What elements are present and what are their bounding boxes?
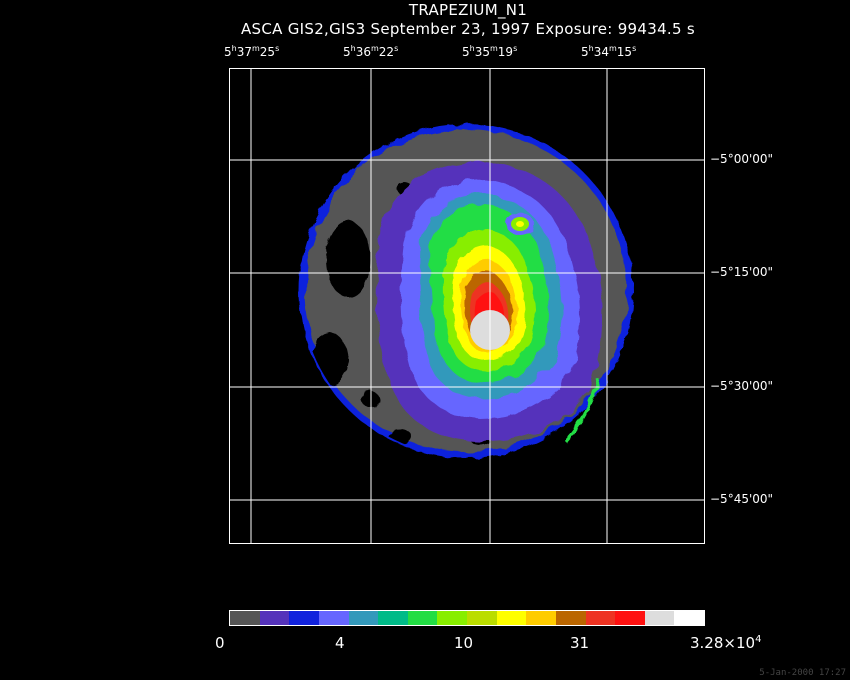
colorbar-segment — [437, 611, 467, 625]
coordinate-grid — [230, 69, 704, 543]
colorbar-segment — [259, 611, 290, 625]
dec-tick-label: −5°30'00" — [710, 379, 774, 393]
colorbar-segment — [585, 611, 616, 625]
colorbar-segment — [496, 611, 527, 625]
colorbar-segment — [526, 611, 556, 625]
colorbar-segment — [318, 611, 349, 625]
colorbar-tick-label: 0 — [215, 634, 225, 652]
colorbar-segment — [289, 611, 319, 625]
colorbar-segment — [378, 611, 408, 625]
colorbar-segment — [467, 611, 497, 625]
colorbar-segment — [644, 611, 675, 625]
ra-tick-label: 5h36m22s — [343, 44, 399, 59]
colorbar-segment — [674, 611, 704, 625]
colorbar-segment — [230, 611, 260, 625]
xray-image — [229, 68, 705, 544]
colorbar-tick-label: 10 — [454, 634, 474, 652]
render-timestamp: 5-Jan-2000 17:27 — [759, 668, 846, 678]
ra-tick-label: 5h37m25s — [224, 44, 280, 59]
colorbar-segment — [407, 611, 438, 625]
dec-tick-label: −5°15'00" — [710, 265, 774, 279]
colorbar-tick-label: 4 — [335, 634, 345, 652]
ra-tick-label: 5h35m19s — [462, 44, 518, 59]
image-title: TRAPEZIUM_N1 — [408, 1, 528, 19]
colorbar-segment — [615, 611, 645, 625]
intensity-colorbar — [229, 610, 705, 626]
colorbar-segment — [555, 611, 586, 625]
colorbar-tick-label: 3.28×104 — [690, 634, 762, 652]
dec-tick-label: −5°45'00" — [710, 492, 774, 506]
dec-tick-label: −5°00'00" — [710, 152, 774, 166]
xray-intensity-map — [230, 69, 704, 543]
colorbar-tick-label: 31 — [570, 634, 590, 652]
colorbar-segment — [348, 611, 379, 625]
observation-subtitle: ASCA GIS2,GIS3 September 23, 1997 Exposu… — [240, 20, 696, 38]
ra-tick-label: 5h34m15s — [581, 44, 637, 59]
